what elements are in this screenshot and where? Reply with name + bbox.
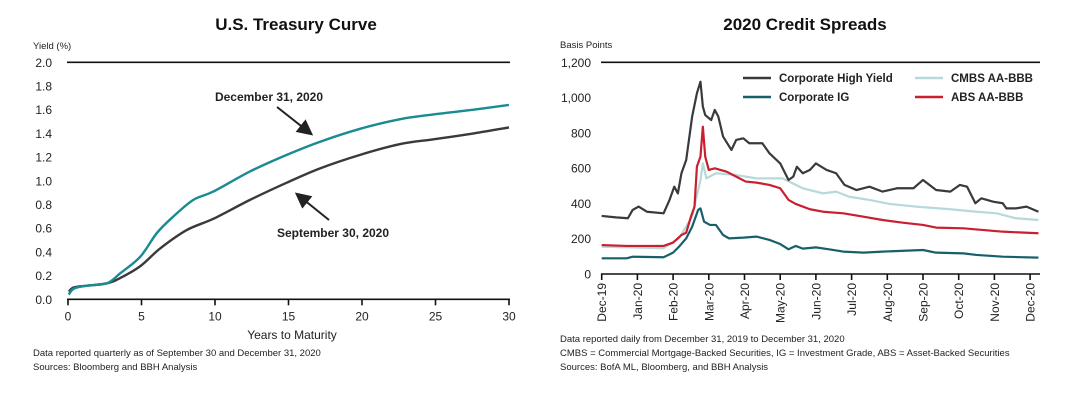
- y-tick-label: 1.2: [35, 151, 52, 165]
- treasury-curve-chart: U.S. Treasury Curve Yield (%) 0.0 0.2 0.4 0…: [33, 15, 516, 373]
- y-tick-label: 1.6: [35, 103, 52, 117]
- chart-title: 2020 Credit Spreads: [723, 15, 886, 34]
- legend-label-cmbs-aa-bbb: CMBS AA-BBB: [951, 73, 1033, 85]
- legend-label-corporate-high-yield: Corporate High Yield: [779, 73, 893, 85]
- footnote-3: Sources: BofA ML, Bloomberg, and BBH Ana…: [560, 362, 768, 373]
- y-tick-label: 400: [571, 197, 591, 211]
- x-tick-label: Nov-20: [988, 283, 1002, 322]
- footnote-1: Data reported quarterly as of September …: [33, 348, 321, 359]
- footnote-2: Sources: Bloomberg and BBH Analysis: [33, 362, 197, 373]
- x-tick-label: Mar-20: [702, 283, 716, 321]
- credit-spreads-chart: 2020 Credit Spreads Basis Points 0 200 400…: [560, 15, 1040, 373]
- legend-label-abs-aa-bbb: ABS AA-BBB: [951, 92, 1023, 104]
- y-tick-label: 800: [571, 126, 591, 140]
- x-tick-label: Jan-20: [631, 283, 645, 320]
- annotation-december: December 31, 2020: [215, 90, 323, 104]
- series-line-abs-aa-bbb: [601, 125, 1039, 248]
- y-tick-label: 0.6: [35, 222, 52, 236]
- y-tick-label: 1.0: [35, 174, 52, 188]
- x-tick-label: Dec-20: [1024, 283, 1038, 322]
- y-tick-label: 1,200: [561, 56, 591, 70]
- series-line-corporate-ig: [601, 207, 1039, 260]
- x-tick-label: 25: [429, 309, 443, 323]
- annotation-september: September 30, 2020: [277, 226, 389, 240]
- y-tick-label: 1.8: [35, 80, 52, 94]
- y-tick-label: 1,000: [561, 91, 591, 105]
- x-tick-label: Jun-20: [809, 283, 823, 320]
- x-tick-label: Jul-20: [845, 283, 859, 316]
- y-tick-label: 0: [584, 268, 591, 282]
- y-tick-label: 2.0: [35, 56, 52, 70]
- chart-title: U.S. Treasury Curve: [215, 15, 377, 34]
- y-tick-label: 0.2: [35, 269, 52, 283]
- y-axis-label: Yield (%): [33, 41, 71, 52]
- x-tick-label: 15: [282, 309, 296, 323]
- x-tick-label: Oct-20: [952, 283, 966, 319]
- legend-label-corporate-ig: Corporate IG: [779, 92, 849, 104]
- y-tick-label: 0.0: [35, 293, 52, 307]
- footnote-1: Data reported daily from December 31, 20…: [560, 334, 845, 345]
- x-tick-label: Sep-20: [917, 283, 931, 322]
- x-tick-label: May-20: [774, 283, 788, 323]
- x-tick-label: Aug-20: [881, 283, 895, 322]
- x-axis-label: Years to Maturity: [247, 328, 337, 342]
- x-tick-label: 0: [65, 309, 72, 323]
- y-axis-label: Basis Points: [560, 40, 613, 51]
- x-tick-label: 10: [208, 309, 222, 323]
- series-line-december-31-2020: [67, 103, 510, 296]
- arrow-september: [294, 192, 330, 221]
- arrow-december: [276, 106, 314, 136]
- x-tick-label: Dec-19: [595, 283, 609, 322]
- x-tick-label: 20: [355, 309, 369, 323]
- y-tick-label: 600: [571, 162, 591, 176]
- legend: Corporate High Yield CMBS AA-BBB Corporate…: [743, 73, 1033, 104]
- x-tick-label: Apr-20: [738, 283, 752, 319]
- x-tick-label: 30: [502, 309, 516, 323]
- series-line-september-30-2020: [67, 126, 510, 293]
- y-tick-label: 0.8: [35, 198, 52, 212]
- y-tick-label: 1.4: [35, 127, 52, 141]
- footnote-2: CMBS = Commercial Mortgage-Backed Securi…: [560, 348, 1010, 359]
- series-line-cmbs-aa-bbb: [601, 162, 1039, 250]
- y-tick-label: 200: [571, 232, 591, 246]
- x-tick-label: 5: [138, 309, 145, 323]
- x-tick-label: Feb-20: [667, 283, 681, 321]
- series-line-corporate-high-yield: [601, 80, 1039, 220]
- y-tick-label: 0.4: [35, 245, 52, 259]
